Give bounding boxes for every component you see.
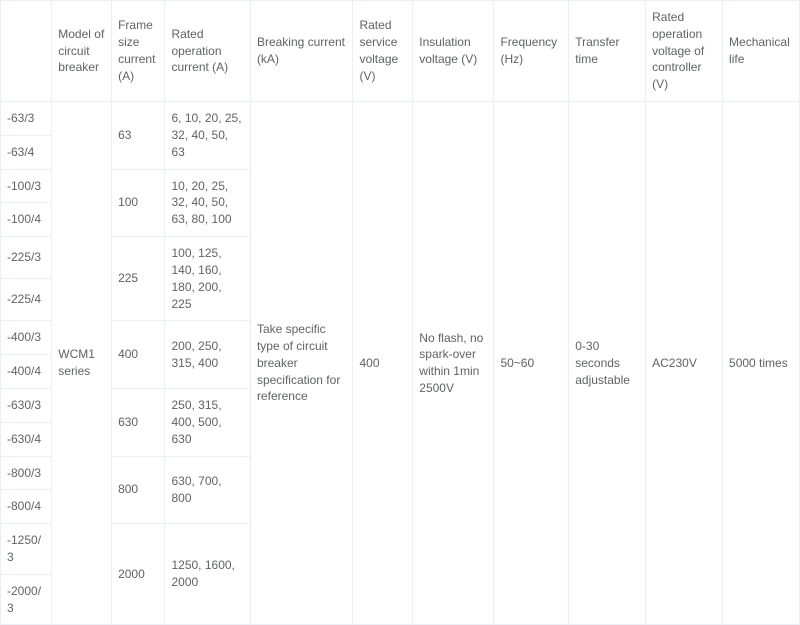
cell-frame: 400 [112, 321, 165, 389]
table-body: -63/3 WCM1 series 63 6, 10, 20, 25, 32, … [1, 101, 800, 624]
row-label: -800/3 [1, 456, 52, 490]
row-label: -225/3 [1, 237, 52, 279]
col-0 [1, 1, 52, 102]
cell-model: WCM1 series [52, 101, 112, 624]
cell-rated-current: 6, 10, 20, 25, 32, 40, 50, 63 [165, 101, 250, 169]
cell-frame: 800 [112, 456, 165, 524]
cell-frame: 225 [112, 237, 165, 321]
cell-rated-current: 10, 20, 25, 32, 40, 50, 63, 80, 100 [165, 169, 250, 237]
header-row: Model of circuit breaker Frame size curr… [1, 1, 800, 102]
col-controller-voltage: Rated operation voltage of controller (V… [646, 1, 723, 102]
cell-service-voltage: 400 [353, 101, 413, 624]
row-label: -63/3 [1, 101, 52, 135]
col-breaking: Breaking current (kA) [250, 1, 353, 102]
cell-mech-life: 5000 times [723, 101, 800, 624]
row-label: -1250/3 [1, 524, 52, 575]
row-label: -400/3 [1, 321, 52, 355]
col-rated-current: Rated operation current (A) [165, 1, 250, 102]
cell-frame: 63 [112, 101, 165, 169]
col-frequency: Frequency (Hz) [494, 1, 569, 102]
cell-controller-voltage: AC230V [646, 101, 723, 624]
row-label: -63/4 [1, 135, 52, 169]
row-label: -2000/3 [1, 574, 52, 625]
cell-transfer: 0-30 seconds adjustable [569, 101, 646, 624]
row-label: -630/4 [1, 422, 52, 456]
spec-table: Model of circuit breaker Frame size curr… [0, 0, 800, 625]
row-label: -800/4 [1, 490, 52, 524]
col-mech-life: Mechanical life [723, 1, 800, 102]
cell-rated-current: 100, 125, 140, 160, 180, 200, 225 [165, 237, 250, 321]
cell-rated-current: 630, 700, 800 [165, 456, 250, 524]
cell-frame: 2000 [112, 524, 165, 625]
cell-frame: 630 [112, 388, 165, 456]
col-transfer: Transfer time [569, 1, 646, 102]
row-label: -100/4 [1, 203, 52, 237]
row-label: -225/4 [1, 279, 52, 321]
cell-frame: 100 [112, 169, 165, 237]
cell-insulation: No flash, no spark-over within 1min 2500… [413, 101, 494, 624]
cell-rated-current: 200, 250, 315, 400 [165, 321, 250, 389]
row-label: -630/3 [1, 388, 52, 422]
col-service-voltage: Rated service voltage (V) [353, 1, 413, 102]
row-label: -400/4 [1, 355, 52, 389]
row-label: -100/3 [1, 169, 52, 203]
cell-rated-current: 1250, 1600, 2000 [165, 524, 250, 625]
cell-breaking: Take specific type of circuit breaker sp… [250, 101, 353, 624]
cell-frequency: 50~60 [494, 101, 569, 624]
col-frame: Frame size current (A) [112, 1, 165, 102]
col-model: Model of circuit breaker [52, 1, 112, 102]
col-insulation: Insulation voltage (V) [413, 1, 494, 102]
cell-rated-current: 250, 315, 400, 500, 630 [165, 388, 250, 456]
table-row: -63/3 WCM1 series 63 6, 10, 20, 25, 32, … [1, 101, 800, 135]
